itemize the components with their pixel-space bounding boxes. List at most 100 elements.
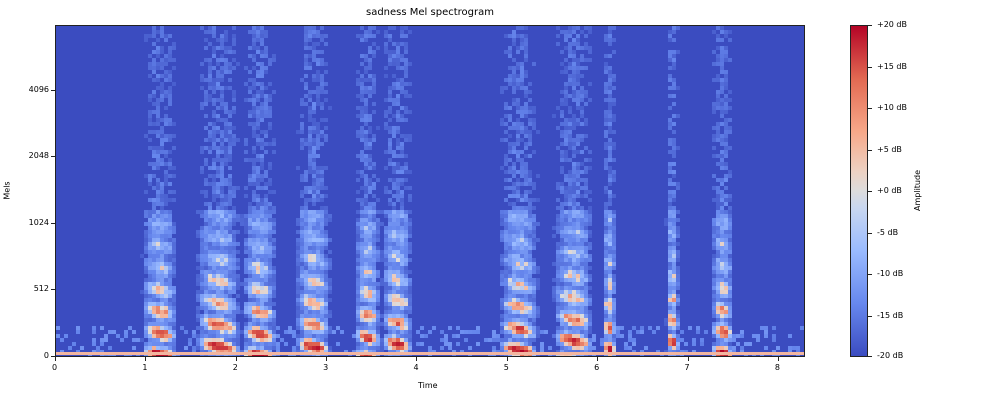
spectrogram-cell [516,62,520,66]
spectrogram-cell [616,334,620,338]
spectrogram-cell [312,146,316,150]
spectrogram-cell [536,330,540,334]
spectrogram-cell [376,330,380,334]
spectrogram-cell [528,130,532,134]
spectrogram-cell [524,258,528,262]
spectrogram-cell [692,342,696,346]
spectrogram-cell [612,322,616,326]
spectrogram-cell [396,126,400,130]
spectrogram-cell [168,346,172,350]
spectrogram-cell [668,334,672,338]
spectrogram-cell [532,222,536,226]
spectrogram-cell [516,86,520,90]
spectrogram-cell [568,66,572,70]
spectrogram-cell [728,314,732,318]
spectrogram-cell [208,42,212,46]
spectrogram-cell [400,66,404,70]
spectrogram-cell [668,310,672,314]
spectrogram-cell [672,150,676,154]
spectrogram-cell [568,258,572,262]
spectrogram-cell [512,342,516,346]
spectrogram-cell [212,246,216,250]
spectrogram-cell [552,114,556,118]
spectrogram-cell [668,182,672,186]
spectrogram-cell [308,226,312,230]
spectrogram-cell [360,94,364,98]
spectrogram-cell [492,330,496,334]
spectrogram-cell [200,146,204,150]
spectrogram-cell [532,262,536,266]
spectrogram-cell [204,94,208,98]
spectrogram-cell [256,266,260,270]
spectrogram-cell [268,262,272,266]
spectrogram-cell [228,210,232,214]
spectrogram-cell [304,282,308,286]
spectrogram-cell [672,346,676,350]
spectrogram-cell [268,290,272,294]
spectrogram-cell [208,206,212,210]
spectrogram-cell [504,334,508,338]
spectrogram-cell [236,338,240,342]
spectrogram-cell [164,70,168,74]
spectrogram-cell [216,234,220,238]
spectrogram-cell [208,58,212,62]
spectrogram-cell [608,182,612,186]
spectrogram-cell [256,158,260,162]
spectrogram-cell [152,66,156,70]
spectrogram-cell [520,270,524,274]
spectrogram-cell [728,262,732,266]
spectrogram-cell [152,234,156,238]
spectrogram-cell [232,94,236,98]
spectrogram-cell [404,242,408,246]
spectrogram-cell [272,226,276,230]
spectrogram-cell [272,314,276,318]
spectrogram-cell [168,290,172,294]
spectrogram-cell [272,54,276,58]
spectrogram-cell [504,282,508,286]
spectrogram-cell [716,122,720,126]
spectrogram-cell [376,270,380,274]
spectrogram-cell [228,262,232,266]
spectrogram-cell [604,70,608,74]
spectrogram-cell [600,342,604,346]
spectrogram-cell [232,338,236,342]
spectrogram-cell [156,198,160,202]
spectrogram-cell [396,102,400,106]
spectrogram-cell [720,246,724,250]
spectrogram-cell [576,246,580,250]
spectrogram-cell [312,78,316,82]
spectrogram-cell [672,226,676,230]
spectrogram-cell [500,314,504,318]
spectrogram-cell [724,290,728,294]
spectrogram-cell [528,250,532,254]
spectrogram-cell [264,270,268,274]
spectrogram-cell [172,270,176,274]
spectrogram-cell [724,150,728,154]
spectrogram-cell [576,210,580,214]
spectrogram-cell [564,254,568,258]
spectrogram-cell [168,86,172,90]
spectrogram-cell [560,90,564,94]
spectrogram-cell [552,334,556,338]
spectrogram-cell [296,242,300,246]
spectrogram-cell [232,98,236,102]
spectrogram-cell [228,194,232,198]
spectrogram-cell [164,238,168,242]
spectrogram-cell [232,222,236,226]
spectrogram-cell [364,118,368,122]
spectrogram-cell [584,242,588,246]
spectrogram-cell [312,58,316,62]
spectrogram-cell [572,114,576,118]
spectrogram-cell [520,222,524,226]
spectrogram-cell [164,278,168,282]
spectrogram-cell [724,58,728,62]
spectrogram-cell [272,138,276,142]
spectrogram-cell [220,58,224,62]
spectrogram-cell [156,278,160,282]
spectrogram-cell [300,146,304,150]
spectrogram-cell [648,326,652,330]
spectrogram-cell [704,330,708,334]
spectrogram-cell [312,174,316,178]
spectrogram-cell [212,294,216,298]
